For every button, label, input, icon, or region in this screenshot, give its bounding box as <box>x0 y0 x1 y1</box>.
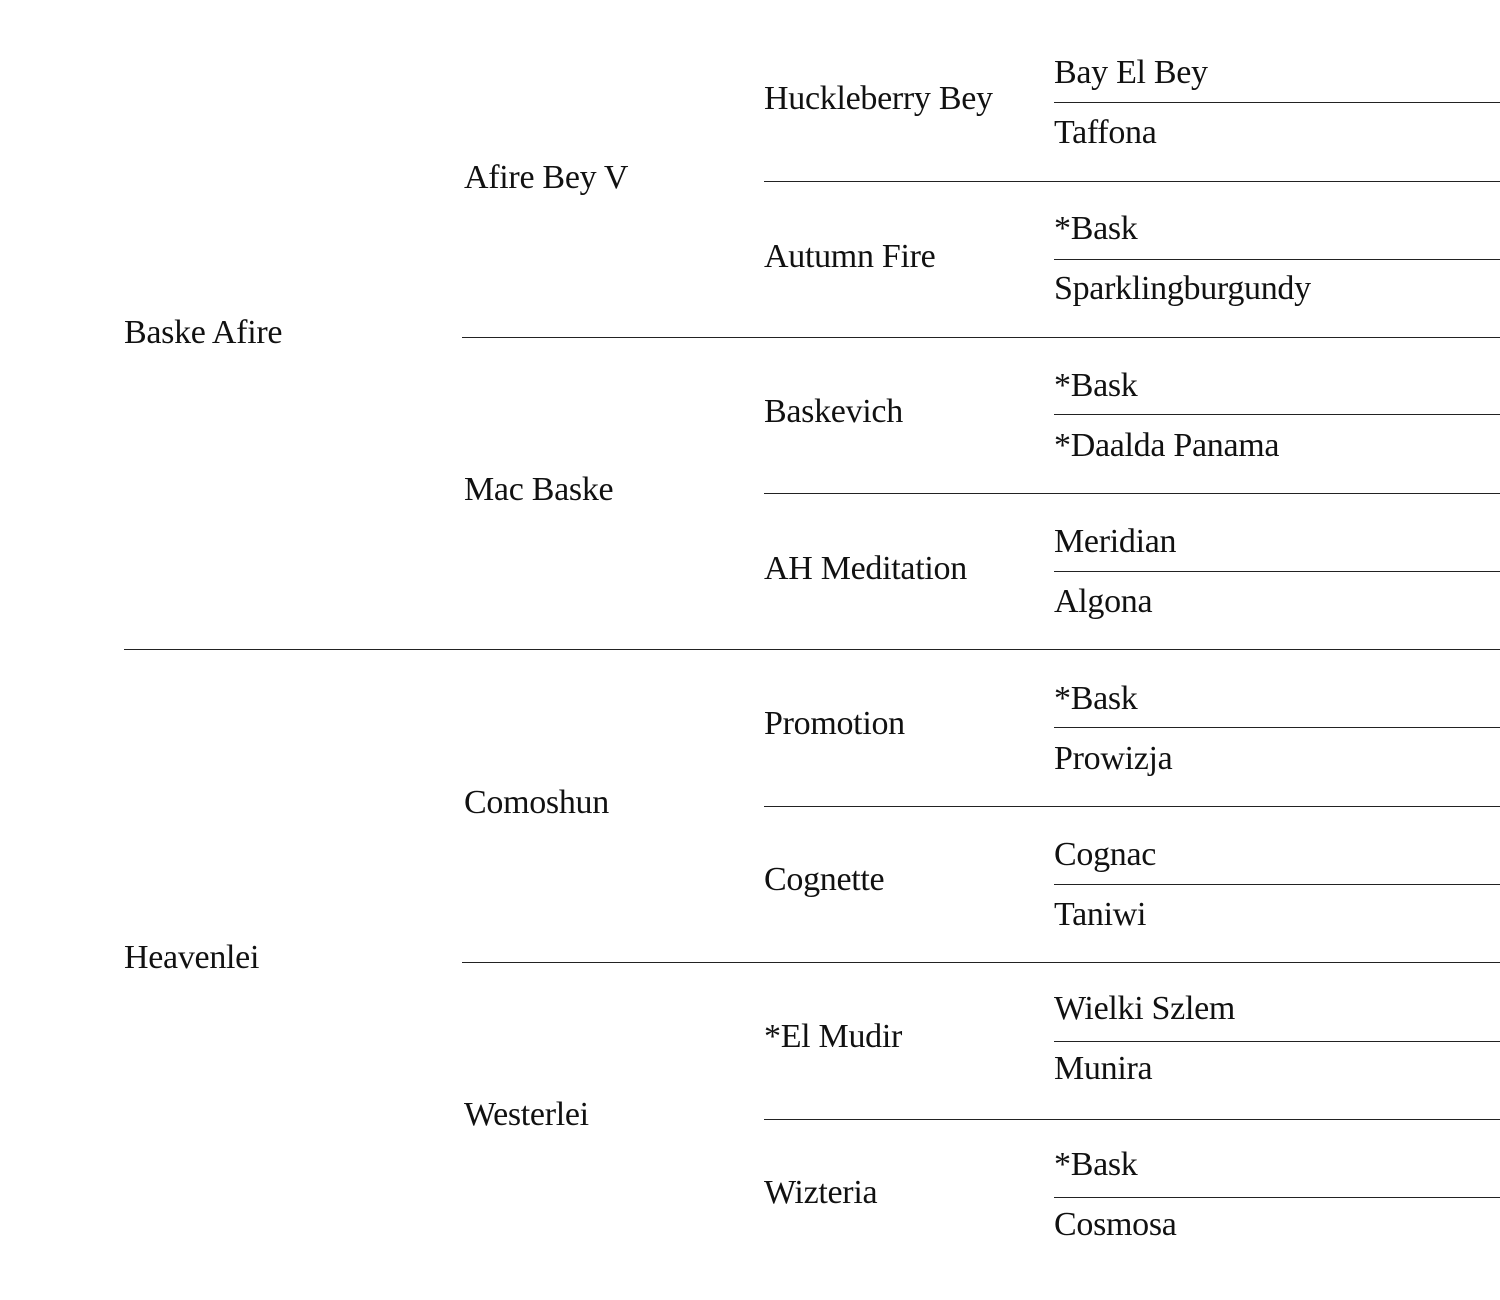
gen3-ancestor-name: Autumn Fire <box>764 238 936 275</box>
gen4-ancestor-name: Taffona <box>1054 114 1157 151</box>
gen3-ancestor-name: Promotion <box>764 705 905 742</box>
gen4-divider-line <box>1054 571 1500 572</box>
gen1-divider-line <box>124 649 1500 650</box>
gen4-ancestor-name: *Bask <box>1054 1146 1138 1183</box>
gen4-ancestor-name: *Daalda Panama <box>1054 427 1280 464</box>
gen3-divider-line <box>764 493 1500 494</box>
gen3-divider-line <box>764 181 1500 182</box>
gen4-ancestor-name: Bay El Bey <box>1054 54 1208 91</box>
gen3-divider-line <box>764 806 1500 807</box>
gen4-divider-line <box>1054 727 1500 728</box>
gen2-divider-line <box>462 337 1500 338</box>
gen4-divider-line <box>1054 414 1500 415</box>
gen4-ancestor-name: *Bask <box>1054 367 1138 404</box>
gen4-ancestor-name: Algona <box>1054 583 1153 620</box>
gen2-ancestor-name: Comoshun <box>464 784 609 821</box>
gen4-ancestor-name: Meridian <box>1054 523 1177 560</box>
gen4-ancestor-name: Cognac <box>1054 836 1157 873</box>
gen4-ancestor-name: Taniwi <box>1054 896 1147 933</box>
gen3-divider-line <box>764 1119 1500 1120</box>
gen4-divider-line <box>1054 884 1500 885</box>
gen4-ancestor-name: Wielki Szlem <box>1054 990 1236 1027</box>
gen3-ancestor-name: Baskevich <box>764 393 903 430</box>
gen4-ancestor-name: Cosmosa <box>1054 1206 1177 1243</box>
gen3-ancestor-name: AH Meditation <box>764 550 967 587</box>
gen4-divider-line <box>1054 259 1500 260</box>
gen2-divider-line <box>462 962 1500 963</box>
gen2-ancestor-name: Afire Bey V <box>464 159 629 196</box>
gen3-ancestor-name: Huckleberry Bey <box>764 80 993 117</box>
gen1-ancestor-name: Heavenlei <box>124 939 260 976</box>
gen2-ancestor-name: Westerlei <box>464 1096 589 1133</box>
gen4-ancestor-name: *Bask <box>1054 680 1138 717</box>
gen3-ancestor-name: Wizteria <box>764 1174 878 1211</box>
gen4-divider-line <box>1054 102 1500 103</box>
gen4-ancestor-name: Prowizja <box>1054 740 1173 777</box>
gen4-ancestor-name: Munira <box>1054 1050 1153 1087</box>
gen1-ancestor-name: Baske Afire <box>124 314 283 351</box>
gen3-ancestor-name: *El Mudir <box>764 1018 903 1055</box>
gen4-divider-line <box>1054 1041 1500 1042</box>
gen4-divider-line <box>1054 1197 1500 1198</box>
gen3-ancestor-name: Cognette <box>764 861 885 898</box>
gen4-ancestor-name: Sparklingburgundy <box>1054 270 1311 307</box>
gen4-ancestor-name: *Bask <box>1054 210 1138 247</box>
gen2-ancestor-name: Mac Baske <box>464 471 614 508</box>
